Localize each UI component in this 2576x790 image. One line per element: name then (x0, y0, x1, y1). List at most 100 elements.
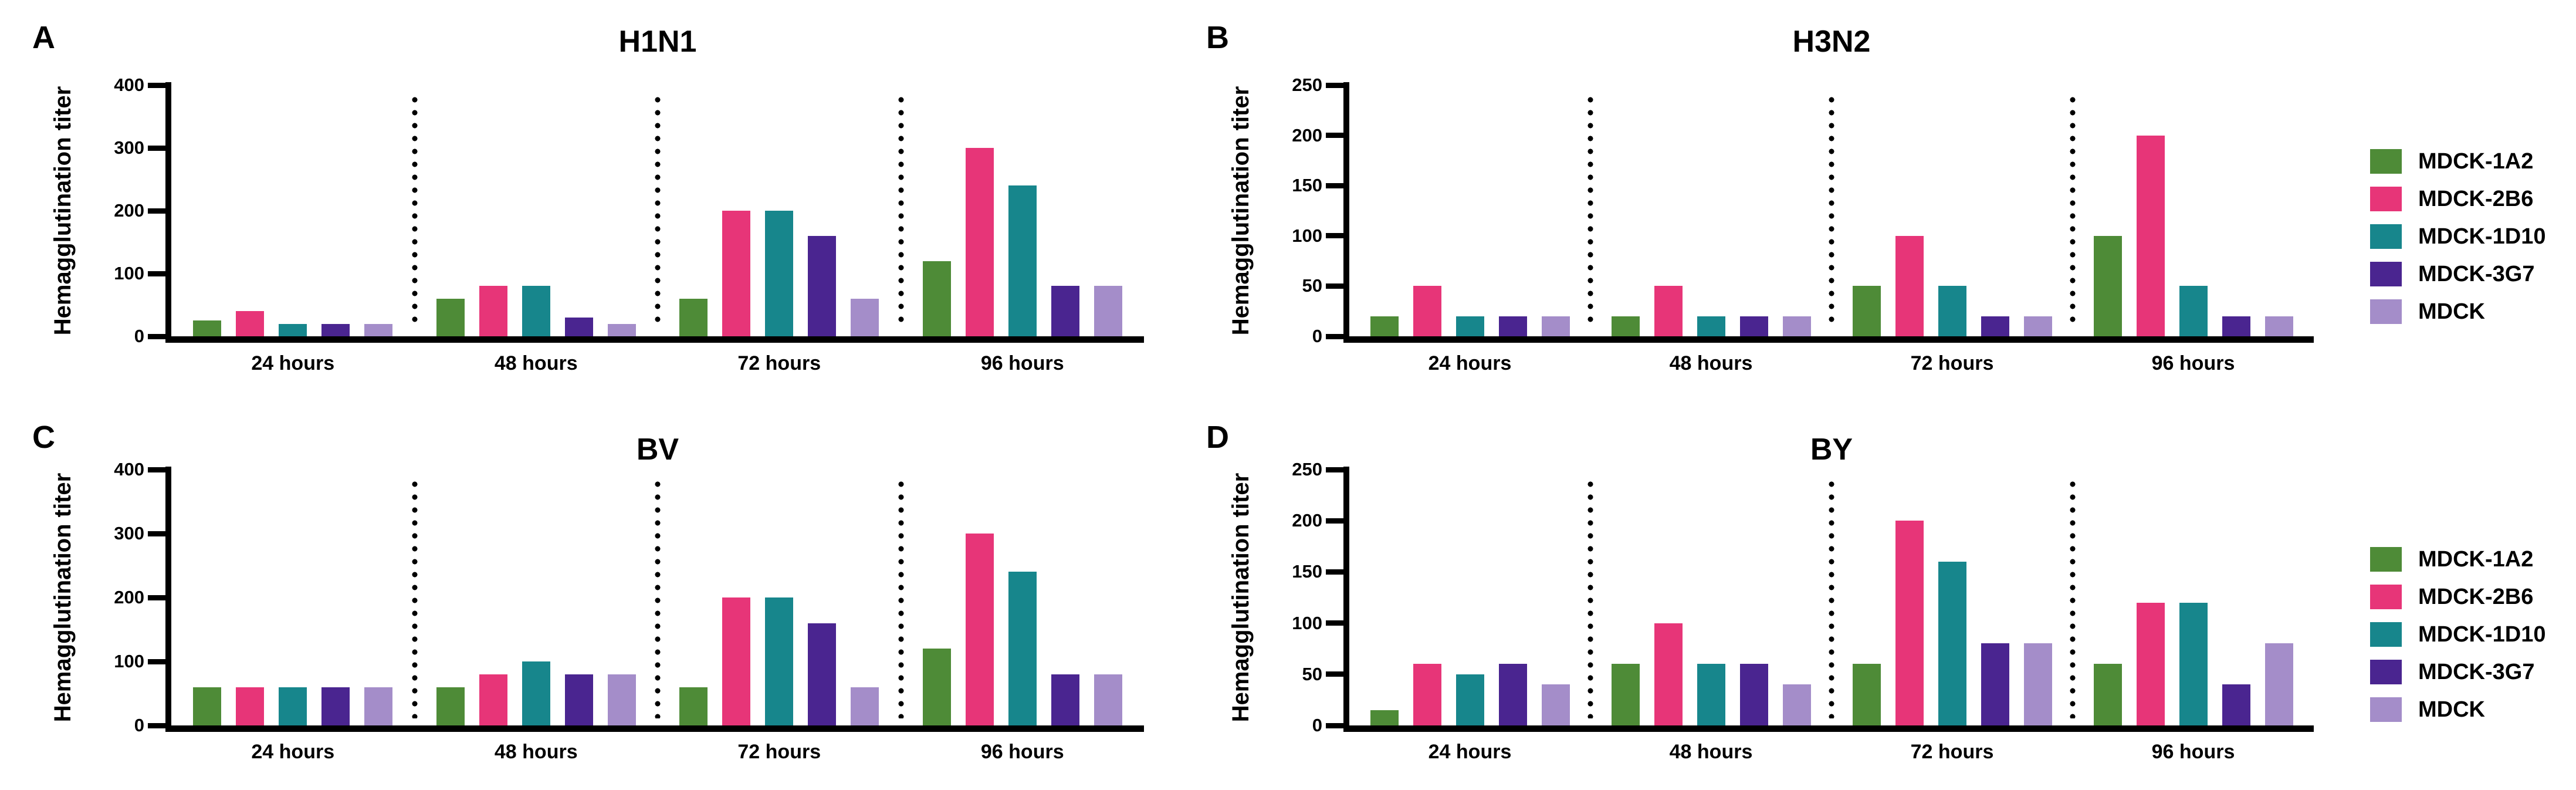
group-separator-a (655, 96, 661, 329)
x-label-b-24-hours: 24 hours (1428, 352, 1512, 374)
bar-mdck-3g7-48-hours (1740, 664, 1768, 725)
y-tick-d (1326, 671, 1349, 677)
bar-mdck-1a2-48-hours (1612, 664, 1640, 725)
legend-label-mdck-2b6: MDCK-2B6 (2418, 187, 2534, 211)
bar-mdck-96-hours (1094, 286, 1122, 336)
bar-mdck-2b6-96-hours (2137, 136, 2165, 336)
bar-mdck-3g7-24-hours (1499, 316, 1527, 336)
y-tick-b (1326, 133, 1349, 139)
y-tick-d (1326, 620, 1349, 626)
panel-title-d: BY (1810, 433, 1853, 467)
bar-mdck-3g7-72-hours (1981, 316, 2009, 336)
bar-mdck-1d10-48-hours (522, 286, 550, 336)
y-tick-a (148, 333, 171, 339)
panel-title-c: BV (636, 433, 679, 467)
bar-mdck-1a2-48-hours (436, 687, 465, 725)
group-separator-d (1587, 480, 1593, 718)
legend-label-mdck-1a2: MDCK-1A2 (2418, 547, 2534, 572)
bar-mdck-2b6-24-hours (1413, 286, 1441, 336)
y-tick-c (148, 595, 171, 600)
y-tick-label-b: 250 (1292, 75, 1322, 95)
bar-mdck-1a2-48-hours (1612, 316, 1640, 336)
x-label-b-72-hours: 72 hours (1910, 352, 1994, 374)
legend-swatch-mdck-1d10 (2370, 224, 2402, 249)
y-tick-b (1326, 233, 1349, 239)
y-tick-b (1326, 82, 1349, 88)
bar-mdck-1a2-24-hours (193, 687, 221, 725)
legend-label-mdck: MDCK (2418, 299, 2485, 324)
bar-mdck-1a2-72-hours (1853, 664, 1881, 725)
y-tick-label-b: 100 (1292, 225, 1322, 246)
bar-mdck-2b6-24-hours (1413, 664, 1441, 725)
legend-swatch-mdck (2370, 299, 2402, 324)
panel-letter-b: B (1206, 20, 1229, 55)
y-tick-label-a: 100 (114, 263, 144, 283)
bar-mdck-1a2-96-hours (2094, 664, 2122, 725)
x-label-a-72-hours: 72 hours (737, 352, 821, 374)
y-tick-c (148, 723, 171, 728)
y-tick-b (1326, 183, 1349, 188)
legend-label-mdck-3g7: MDCK-3G7 (2418, 660, 2535, 684)
legend-label-mdck-2b6: MDCK-2B6 (2418, 585, 2534, 609)
group-separator-b (1829, 96, 1834, 329)
group-separator-a (411, 96, 418, 329)
group-separator-c (411, 480, 418, 718)
x-axis-line-b (1343, 336, 2314, 343)
x-axis-line-a (165, 336, 1144, 343)
bar-mdck-1a2-72-hours (1853, 286, 1881, 336)
bar-mdck-3g7-96-hours (2222, 684, 2250, 725)
bar-mdck-96-hours (2265, 316, 2293, 336)
legend-swatch-mdck-3g7 (2370, 660, 2402, 684)
y-tick-label-d: 100 (1292, 612, 1322, 633)
y-tick-label-d: 250 (1292, 459, 1322, 480)
panel-title-a: H1N1 (618, 25, 697, 59)
bar-mdck-1d10-24-hours (1456, 316, 1484, 336)
legend-label-mdck-1d10: MDCK-1D10 (2418, 622, 2546, 647)
bar-mdck-2b6-96-hours (966, 534, 994, 725)
y-tick-c (148, 659, 171, 664)
bar-mdck-48-hours (608, 324, 636, 336)
bar-mdck-2b6-48-hours (1654, 286, 1683, 336)
bar-mdck-2b6-72-hours (1895, 236, 1924, 336)
group-separator-b (1587, 96, 1593, 329)
bar-mdck-2b6-48-hours (1654, 623, 1683, 725)
y-tick-label-d: 150 (1292, 561, 1322, 582)
bar-mdck-3g7-96-hours (1051, 674, 1079, 725)
bar-mdck-2b6-48-hours (479, 286, 507, 336)
bar-mdck-2b6-48-hours (479, 674, 507, 725)
y-tick-label-b: 0 (1312, 326, 1322, 346)
bar-mdck-1d10-72-hours (765, 211, 793, 336)
y-tick-label-c: 100 (114, 651, 144, 671)
y-tick-d (1326, 467, 1349, 472)
bar-mdck-72-hours (851, 299, 879, 336)
x-label-c-24-hours: 24 hours (251, 741, 335, 763)
x-label-a-24-hours: 24 hours (251, 352, 335, 374)
y-tick-label-a: 300 (114, 137, 144, 158)
y-tick-label-a: 200 (114, 200, 144, 221)
bar-mdck-24-hours (364, 687, 392, 725)
bar-mdck-72-hours (2024, 643, 2052, 725)
y-tick-a (148, 82, 171, 88)
bar-mdck-1d10-72-hours (765, 597, 793, 725)
bar-mdck-72-hours (851, 687, 879, 725)
x-label-c-48-hours: 48 hours (494, 741, 578, 763)
bar-mdck-1a2-96-hours (923, 261, 951, 336)
y-tick-c (148, 467, 171, 472)
y-tick-label-d: 50 (1302, 663, 1322, 684)
bar-mdck-1d10-48-hours (522, 661, 550, 725)
y-tick-a (148, 145, 171, 151)
bar-mdck-1d10-72-hours (1938, 562, 1966, 725)
bar-mdck-2b6-72-hours (722, 211, 750, 336)
bar-mdck-3g7-24-hours (321, 324, 350, 336)
bar-mdck-48-hours (608, 674, 636, 725)
x-label-d-48-hours: 48 hours (1669, 741, 1753, 763)
x-label-b-96-hours: 96 hours (2151, 352, 2235, 374)
y-tick-label-b: 200 (1292, 124, 1322, 146)
group-separator-d (2070, 480, 2076, 718)
group-separator-c (655, 480, 661, 718)
y-tick-label-a: 0 (134, 326, 144, 346)
bar-mdck-1d10-48-hours (1697, 316, 1725, 336)
legend-swatch-mdck (2370, 697, 2402, 722)
x-label-d-72-hours: 72 hours (1910, 741, 1994, 763)
